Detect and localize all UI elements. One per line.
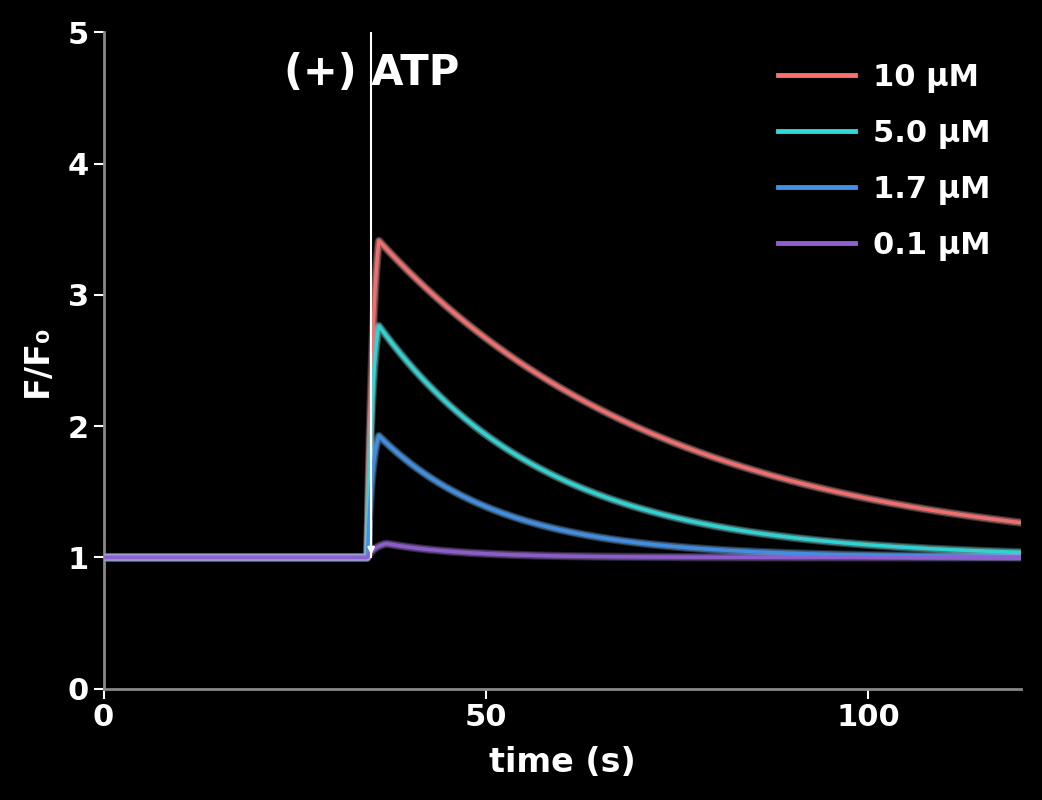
X-axis label: time (s): time (s) bbox=[489, 746, 636, 779]
Y-axis label: F/F₀: F/F₀ bbox=[21, 324, 54, 397]
Legend: 10 μM, 5.0 μM, 1.7 μM, 0.1 μM: 10 μM, 5.0 μM, 1.7 μM, 0.1 μM bbox=[763, 48, 1006, 276]
Text: (+) ATP: (+) ATP bbox=[283, 52, 458, 94]
